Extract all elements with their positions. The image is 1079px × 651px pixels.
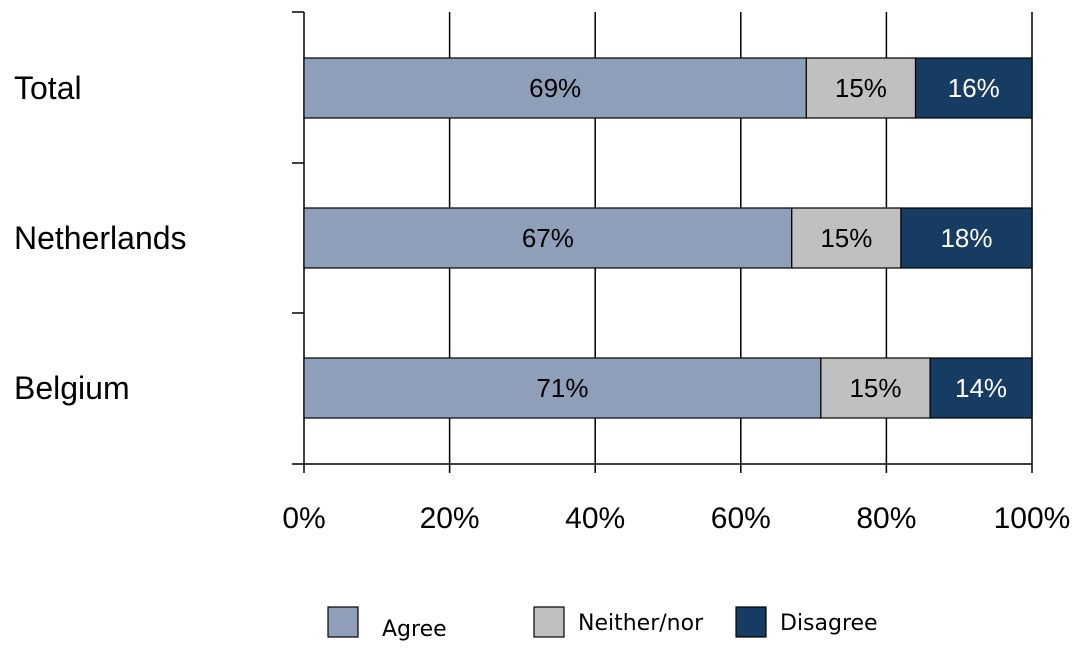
bar-segment [303,57,807,119]
bar-segment [820,357,931,419]
data-label: 16% [948,73,1000,103]
x-tick-label: 60% [711,502,771,535]
data-label: 69% [529,73,581,103]
bar-segment [929,357,1033,419]
legend: Agree Neither/nor Disagree [327,606,878,642]
x-tick-label: 40% [565,502,625,535]
category-label: Netherlands [14,220,187,256]
legend-label: Disagree [780,611,878,636]
x-tick-label: 0% [282,502,325,535]
x-tick-label: 100% [994,502,1071,535]
data-label: 15% [849,373,901,403]
bar-segment [805,57,917,119]
x-tick-label: 80% [856,502,916,535]
legend-label: Neither/nor [578,611,704,636]
bar-segment [303,357,822,419]
data-label: 14% [955,373,1007,403]
data-label: 18% [940,223,992,253]
data-label: 15% [820,223,872,253]
legend-swatch [533,606,565,638]
data-label: 15% [835,73,887,103]
x-tick-label: 20% [420,502,480,535]
bars [303,57,1033,419]
bar-segment [900,207,1033,269]
bar-segment [914,57,1033,119]
data-label: 71% [536,373,588,403]
category-label: Belgium [14,370,130,406]
legend-swatch [327,606,359,638]
legend-swatch [735,606,767,638]
category-label: Total [14,70,82,106]
data-label: 67% [522,223,574,253]
legend-label: Agree [382,617,447,642]
labels: 0% 20% 40% 60% 80% 100% Total Netherlands Belgiu… [14,70,1070,535]
